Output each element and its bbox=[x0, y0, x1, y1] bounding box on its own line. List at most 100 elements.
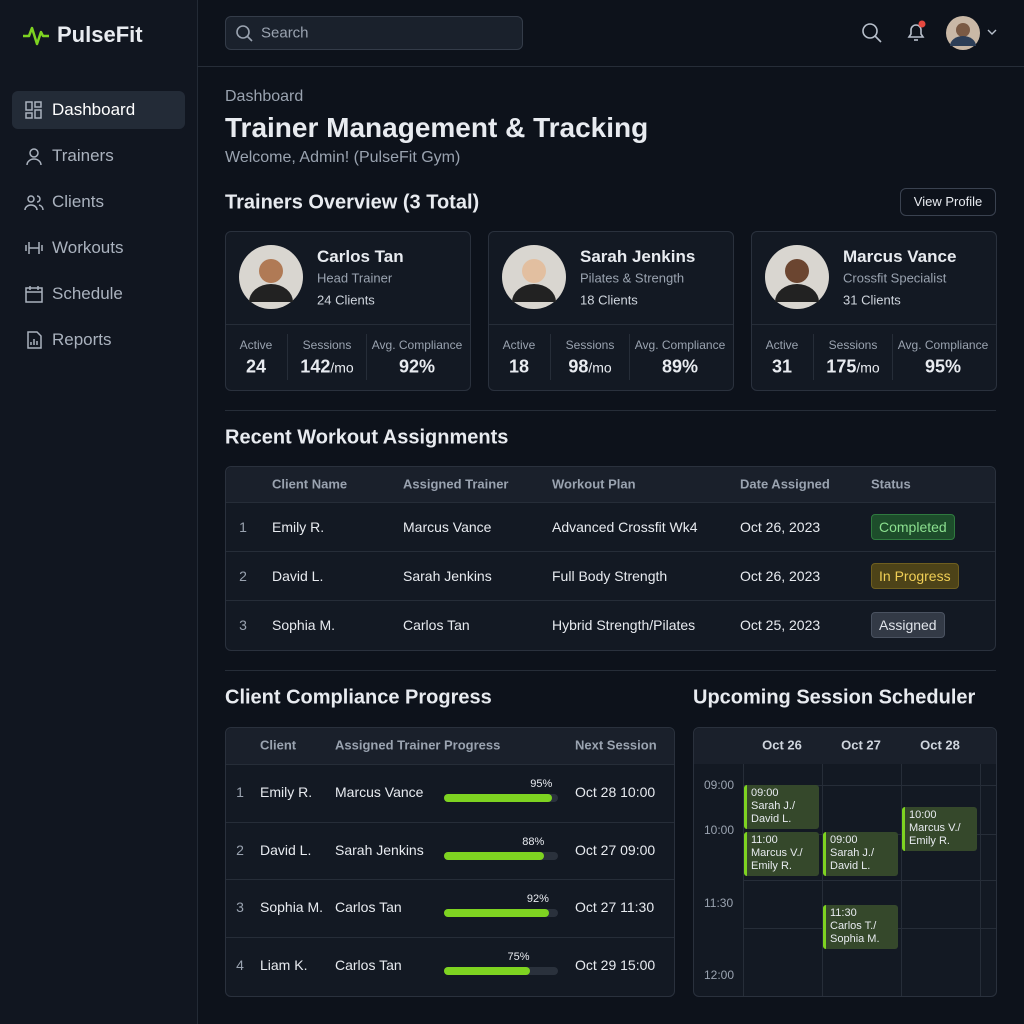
table-cell: Oct 29 15:00 bbox=[575, 956, 656, 973]
time-label: 11:30 bbox=[704, 896, 734, 910]
session-event[interactable]: 09:00 Sarah J./David L. bbox=[823, 832, 898, 876]
nav-icon bbox=[27, 331, 42, 349]
event-line: Marcus V./ bbox=[751, 847, 803, 859]
row-divider bbox=[226, 936, 674, 938]
trainer-clients: 24 Clients bbox=[317, 292, 375, 308]
divider bbox=[225, 670, 996, 671]
brand-logo bbox=[23, 26, 49, 46]
session-event[interactable]: 11:00 Marcus V./Emily R. bbox=[744, 832, 819, 876]
table-header: Client bbox=[260, 737, 297, 753]
progress-label: 92% bbox=[526, 893, 549, 905]
compliance-table bbox=[225, 727, 675, 997]
sessions-value: 175 bbox=[826, 356, 857, 377]
trainer-role: Pilates & Strength bbox=[580, 270, 685, 286]
stat-active: 31 bbox=[771, 356, 793, 377]
nav-item[interactable]: Schedule bbox=[52, 284, 123, 303]
table-header-bg bbox=[226, 728, 674, 764]
page-title: Trainer Management & Tracking bbox=[225, 112, 649, 143]
section-title: Upcoming Session Scheduler bbox=[693, 686, 976, 709]
progress-bar bbox=[444, 851, 545, 860]
table-header: Client Name bbox=[272, 476, 348, 492]
table-cell: Marcus Vance bbox=[403, 519, 492, 535]
table-header: Status bbox=[871, 476, 911, 492]
nav-item[interactable]: Dashboard bbox=[52, 100, 136, 119]
event-line: Emily R. bbox=[909, 835, 950, 847]
event-line: David L. bbox=[751, 813, 792, 825]
nav-icon bbox=[25, 286, 43, 303]
brand: PulseFit bbox=[57, 22, 143, 47]
nav-item[interactable]: Reports bbox=[52, 330, 112, 349]
trainer-clients: 18 Clients bbox=[580, 292, 638, 308]
table-cell: Oct 27 11:30 bbox=[575, 899, 655, 915]
trainer-card bbox=[488, 231, 734, 391]
nav-icon bbox=[25, 242, 43, 254]
breadcrumb: Dashboard bbox=[225, 88, 304, 105]
trainer-name: Sarah Jenkins bbox=[580, 247, 696, 266]
card-divider bbox=[226, 324, 470, 325]
stat-divider bbox=[366, 334, 367, 380]
table-cell: Oct 25, 2023 bbox=[740, 617, 821, 633]
trainer-avatar bbox=[765, 245, 829, 309]
table-header: Workout Plan bbox=[552, 476, 636, 492]
day-label: Oct 27 bbox=[841, 737, 881, 753]
nav-item[interactable]: Trainers bbox=[52, 146, 114, 165]
session-event[interactable]: 11:30 Carlos T./Sophia M. bbox=[823, 905, 898, 949]
welcome: Welcome, Admin! (PulseFit Gym) bbox=[225, 149, 461, 166]
card-divider bbox=[489, 324, 733, 325]
event-line: David L. bbox=[830, 860, 871, 872]
table-cell: Full Body Strength bbox=[552, 568, 668, 584]
row-divider bbox=[226, 551, 995, 552]
sessions-unit: /mo bbox=[856, 359, 880, 376]
stat-divider bbox=[629, 334, 630, 380]
event-time: 11:30 bbox=[830, 907, 857, 919]
stat-label: Sessions bbox=[565, 338, 615, 352]
stat-active: 24 bbox=[245, 356, 267, 377]
notifications[interactable] bbox=[904, 20, 928, 44]
stat-divider bbox=[550, 334, 551, 380]
search-button[interactable] bbox=[862, 23, 882, 43]
trainer-name: Carlos Tan bbox=[317, 247, 404, 266]
table-cell: David L. bbox=[260, 841, 312, 858]
progress-bar bbox=[444, 794, 553, 802]
table-header: Assigned Trainer bbox=[403, 476, 509, 492]
table-cell: Marcus Vance bbox=[335, 784, 424, 800]
event-line: Emily R. bbox=[751, 860, 792, 872]
trainer-role: Crossfit Specialist bbox=[843, 270, 947, 286]
sessions-unit: /mo bbox=[588, 359, 612, 376]
progress-label: 88% bbox=[522, 835, 545, 848]
event-time: 11:00 bbox=[751, 834, 778, 846]
event-time: 10:00 bbox=[909, 809, 937, 821]
row-index: 2 bbox=[236, 841, 244, 858]
grid-line bbox=[743, 880, 996, 881]
divider bbox=[225, 410, 996, 411]
event-line: Sarah J./ bbox=[751, 800, 796, 812]
session-event[interactable]: 10:00 Marcus V./Emily R. bbox=[902, 807, 977, 851]
sessions-value: 98 bbox=[568, 356, 589, 377]
progress-label: 95% bbox=[530, 778, 553, 790]
row-index: 3 bbox=[239, 617, 247, 633]
top-divider bbox=[197, 66, 1024, 67]
stat-divider bbox=[813, 334, 814, 380]
session-event[interactable]: 09:00 Sarah J./David L. bbox=[744, 785, 819, 829]
table-header-bg bbox=[226, 467, 995, 502]
row-index: 2 bbox=[239, 568, 247, 584]
table-header: Assigned Trainer bbox=[335, 737, 441, 753]
section-title: Recent Workout Assignments bbox=[225, 426, 509, 449]
trainer-avatar bbox=[239, 245, 303, 309]
search-box[interactable] bbox=[225, 16, 523, 50]
table-header: Next Session bbox=[575, 737, 657, 753]
stat-label: Sessions bbox=[828, 338, 878, 352]
row-divider bbox=[226, 821, 674, 823]
card-divider bbox=[752, 324, 996, 325]
stat-label: Avg. Compliance bbox=[897, 338, 989, 352]
table-header: Date Assigned bbox=[740, 476, 830, 492]
table-cell: Oct 26, 2023 bbox=[740, 519, 821, 535]
view-profile-button[interactable]: View Profile bbox=[900, 188, 996, 216]
row-divider bbox=[226, 879, 674, 880]
nav-item[interactable]: Workouts bbox=[52, 238, 124, 257]
day-label: Oct 28 bbox=[920, 737, 960, 753]
nav-item[interactable]: Clients bbox=[52, 192, 104, 211]
user-menu[interactable] bbox=[946, 16, 998, 52]
